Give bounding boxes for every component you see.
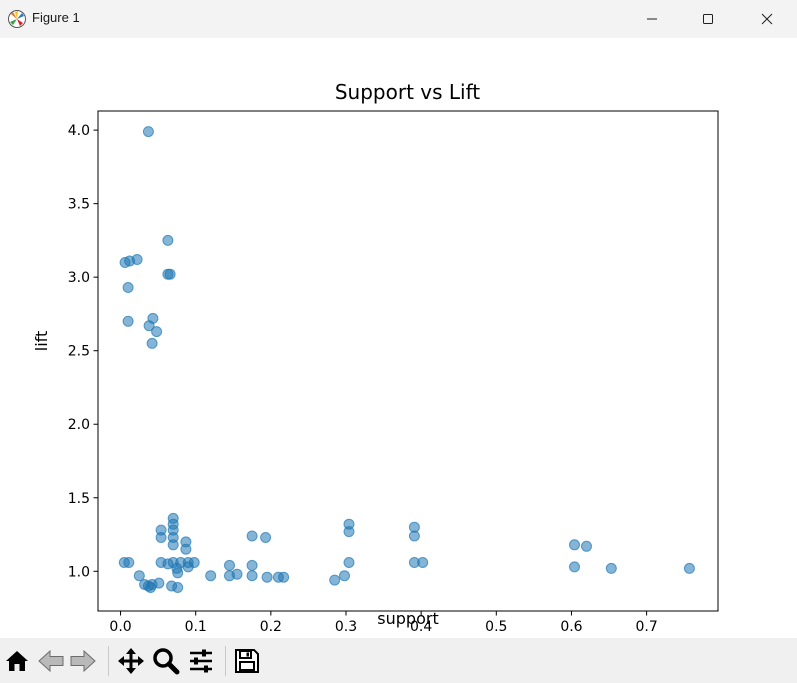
window-titlebar: Figure 1 bbox=[0, 0, 797, 38]
zoom-button[interactable] bbox=[152, 647, 180, 675]
scatter-point bbox=[143, 320, 155, 332]
scatter-point bbox=[133, 570, 145, 582]
x-axis-ticks: 0.0 0.1 0.2 0.3 0.4 0.5 0.6 0.7 bbox=[109, 611, 658, 635]
scatter-point bbox=[172, 567, 184, 579]
scatter-point bbox=[683, 562, 695, 574]
x-tick-label: 0.7 bbox=[635, 619, 657, 635]
scatter-point bbox=[260, 532, 272, 543]
scatter-point bbox=[205, 570, 217, 582]
scatter-point bbox=[122, 282, 134, 293]
forward-arrow-icon bbox=[70, 649, 96, 673]
scatter-point bbox=[417, 557, 429, 568]
chart-title: Support vs Lift bbox=[335, 80, 480, 104]
scatter-point bbox=[153, 577, 165, 589]
forward-button[interactable] bbox=[69, 647, 97, 675]
axes-frame bbox=[97, 110, 719, 612]
y-axis-label: lift bbox=[32, 331, 51, 352]
y-tick-label: 3.5 bbox=[68, 197, 90, 213]
y-axis-ticks: 1.0 1.5 2.0 2.5 3.0 3.5 4.0 bbox=[68, 123, 98, 580]
navigation-toolbar bbox=[0, 638, 797, 683]
y-tick-label: 2.5 bbox=[68, 344, 90, 360]
y-tick-label: 4.0 bbox=[68, 123, 90, 139]
y-tick-label: 1.0 bbox=[68, 564, 90, 580]
scatter-point bbox=[182, 561, 194, 573]
scatter-point bbox=[246, 530, 258, 542]
scatter-point bbox=[339, 570, 350, 582]
maximize-button[interactable] bbox=[685, 0, 731, 38]
configure-subplots-button[interactable] bbox=[187, 647, 215, 675]
scatter-point bbox=[231, 568, 243, 580]
scatter-point bbox=[246, 559, 258, 571]
save-icon bbox=[235, 649, 259, 673]
y-tick-label: 1.5 bbox=[68, 491, 90, 507]
scatter-point bbox=[142, 126, 154, 138]
scatter-point bbox=[408, 530, 420, 542]
x-tick-label: 0.0 bbox=[109, 619, 131, 635]
scatter-point bbox=[569, 561, 580, 573]
scatter-point bbox=[123, 557, 135, 568]
scatter-point bbox=[343, 526, 355, 538]
scatter-point bbox=[145, 582, 157, 593]
toolbar-separator bbox=[108, 646, 109, 676]
x-tick-label: 0.2 bbox=[260, 619, 282, 635]
scatter-point bbox=[329, 574, 341, 586]
scatter-point bbox=[164, 268, 176, 280]
scatter-point bbox=[180, 543, 192, 555]
pan-icon bbox=[118, 648, 144, 674]
close-button[interactable] bbox=[744, 0, 790, 38]
x-tick-label: 0.6 bbox=[560, 619, 582, 635]
scatter-points bbox=[118, 126, 695, 593]
maximize-icon bbox=[703, 14, 713, 24]
x-tick-label: 0.4 bbox=[410, 619, 432, 635]
zoom-icon bbox=[153, 648, 180, 675]
scatter-point bbox=[278, 571, 290, 583]
x-tick-label: 0.3 bbox=[335, 619, 357, 635]
scatter-point bbox=[151, 326, 163, 338]
scatter-point bbox=[605, 562, 617, 574]
scatter-point bbox=[155, 532, 167, 543]
scatter-point bbox=[131, 254, 143, 265]
scatter-point bbox=[246, 570, 258, 582]
scatter-point bbox=[261, 571, 273, 583]
scatter-point bbox=[581, 540, 592, 552]
home-icon bbox=[6, 651, 28, 671]
save-button[interactable] bbox=[233, 647, 261, 675]
matplotlib-figure-icon bbox=[8, 10, 26, 28]
scatter-point bbox=[122, 315, 134, 327]
x-axis-label: support bbox=[377, 609, 438, 628]
pan-button[interactable] bbox=[117, 647, 145, 675]
figure-canvas: Support vs Lift 0.0 0.1 0.2 0.3 0.4 0.5 0.6 0.7… bbox=[0, 38, 797, 638]
scatter-point bbox=[569, 539, 580, 551]
scatter-plot: Support vs Lift 0.0 0.1 0.2 0.3 0.4 0.5 0.6 0.7… bbox=[32, 80, 719, 635]
x-tick-label: 0.1 bbox=[185, 619, 207, 635]
minimize-icon bbox=[647, 18, 657, 20]
scatter-point bbox=[343, 557, 355, 568]
scatter-point bbox=[162, 234, 174, 246]
scatter-point bbox=[224, 559, 235, 571]
scatter-point bbox=[146, 337, 158, 349]
y-tick-label: 2.0 bbox=[68, 417, 90, 433]
home-button[interactable] bbox=[3, 647, 31, 675]
window-title: Figure 1 bbox=[32, 10, 80, 25]
x-tick-label: 0.5 bbox=[485, 619, 507, 635]
minimize-button[interactable] bbox=[629, 0, 675, 38]
scatter-point bbox=[172, 582, 184, 593]
back-arrow-icon bbox=[38, 649, 64, 673]
scatter-point bbox=[167, 539, 179, 551]
y-tick-label: 3.0 bbox=[68, 270, 90, 286]
back-button[interactable] bbox=[37, 647, 65, 675]
configure-subplots-icon bbox=[190, 649, 212, 673]
close-icon bbox=[761, 13, 773, 25]
toolbar-separator bbox=[225, 646, 226, 676]
